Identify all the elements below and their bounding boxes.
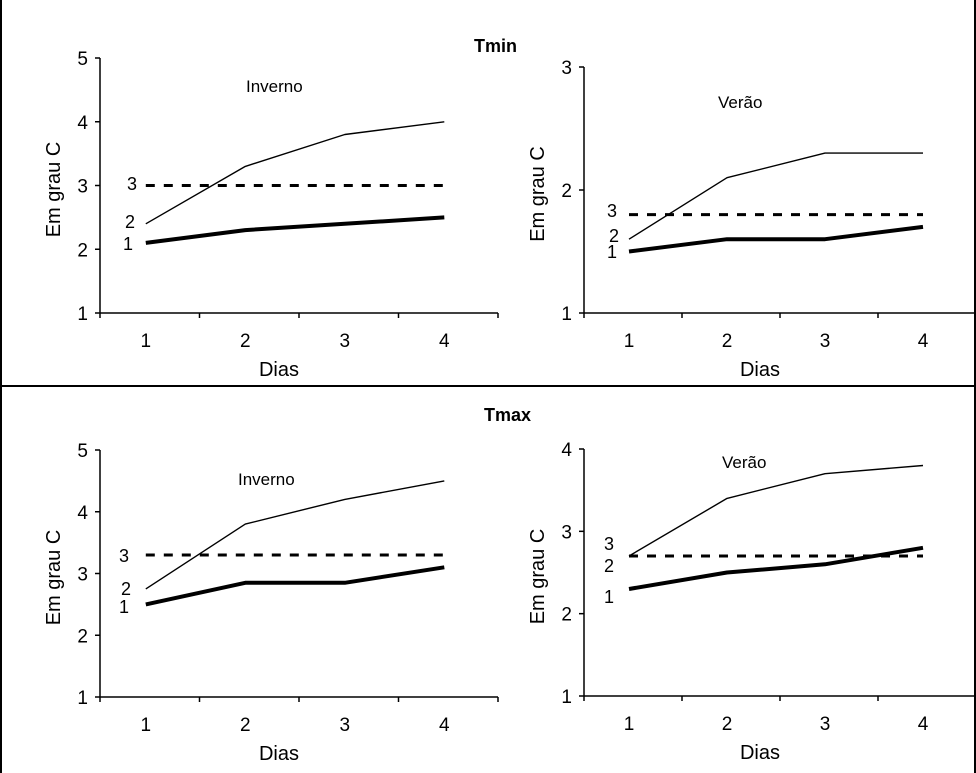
series-label-1: 1: [604, 587, 614, 607]
x-tick-label: 3: [339, 331, 350, 352]
series-line-1: [628, 545, 924, 591]
y-tick-label: 2: [77, 626, 88, 647]
x-tick-label: 2: [240, 331, 251, 352]
series-label-3: 3: [607, 201, 617, 221]
x-tick-label: 1: [624, 331, 635, 352]
section-title-tmax: Tmax: [484, 405, 531, 425]
y-tick-label: 3: [77, 177, 88, 198]
x-tick-label: 3: [339, 715, 350, 736]
x-tick-label: 1: [140, 715, 151, 736]
y-tick-label: 2: [77, 240, 88, 261]
y-tick-label: 3: [77, 565, 88, 586]
x-tick-label: 2: [240, 715, 251, 736]
x-tick-label: 1: [624, 714, 635, 735]
y-axis-title: Em grau C: [43, 530, 65, 626]
series-label-3: 3: [604, 534, 614, 554]
y-tick-label: 1: [77, 688, 88, 709]
x-axis-title: Dias: [259, 743, 299, 765]
x-tick-label: 2: [722, 714, 733, 735]
series-label-2: 2: [609, 226, 619, 246]
x-axis-title: Dias: [740, 359, 780, 381]
section-title-tmin: Tmin: [474, 36, 517, 56]
series-label-2: 2: [604, 556, 614, 576]
y-tick-label: 4: [77, 113, 88, 134]
series-line-2: [145, 480, 445, 590]
y-tick-label: 3: [561, 522, 572, 543]
series-line-2: [145, 121, 445, 225]
y-tick-label: 5: [77, 49, 88, 70]
y-axis-title: Em grau C: [527, 146, 549, 242]
x-axis-title: Dias: [259, 359, 299, 381]
y-tick-label: 1: [561, 304, 572, 325]
x-tick-label: 1: [140, 331, 151, 352]
x-tick-label: 4: [918, 714, 929, 735]
y-tick-label: 4: [561, 440, 572, 461]
x-tick-label: 2: [722, 331, 733, 352]
y-tick-label: 1: [77, 304, 88, 325]
series-line-1: [145, 565, 445, 607]
y-tick-label: 1: [561, 687, 572, 708]
x-axis-title: Dias: [740, 742, 780, 764]
x-tick-label: 4: [439, 715, 450, 736]
y-axis-title: Em grau C: [527, 529, 549, 625]
x-tick-label: 3: [820, 714, 831, 735]
x-tick-label: 3: [820, 331, 831, 352]
y-axis-title: Em grau C: [43, 142, 65, 238]
series-line-1: [145, 215, 445, 245]
series-label-1: 1: [123, 234, 133, 254]
y-tick-label: 2: [561, 181, 572, 202]
panel-title: Inverno: [238, 470, 295, 489]
series-label-1: 1: [119, 597, 129, 617]
series-label-2: 2: [125, 212, 135, 232]
series-label-3: 3: [119, 546, 129, 566]
x-tick-label: 4: [918, 331, 929, 352]
panel-title: Inverno: [246, 77, 303, 96]
y-tick-label: 5: [77, 441, 88, 462]
y-tick-label: 4: [77, 503, 88, 524]
y-tick-label: 2: [561, 605, 572, 626]
series-line-2: [628, 152, 923, 240]
panel-title: Verão: [718, 93, 762, 112]
series-line-1: [628, 224, 924, 254]
series-label-1: 1: [607, 242, 617, 262]
y-tick-label: 3: [561, 58, 572, 79]
series-label-2: 2: [121, 579, 131, 599]
panel-title: Verão: [722, 453, 766, 472]
x-tick-label: 4: [439, 331, 450, 352]
series-label-3: 3: [127, 174, 137, 194]
series-line-2: [628, 464, 924, 557]
